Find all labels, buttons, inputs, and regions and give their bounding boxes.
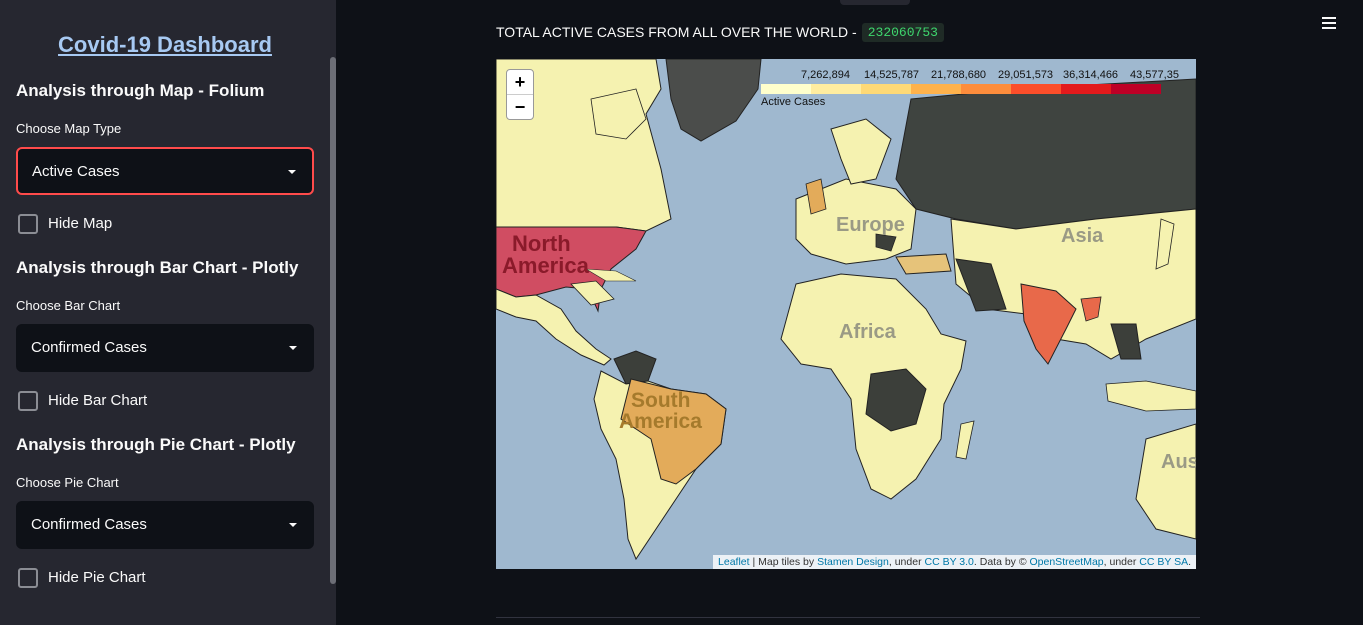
pie-chart-label: Choose Pie Chart bbox=[16, 475, 119, 490]
total-active-label: TOTAL ACTIVE CASES FROM ALL OVER THE WOR… bbox=[496, 24, 857, 40]
attribution-text: | Map tiles by bbox=[749, 556, 818, 568]
map-attribution: Leaflet | Map tiles by Stamen Design, un… bbox=[713, 555, 1196, 569]
zoom-in-button[interactable]: + bbox=[514, 72, 526, 92]
zoom-out-button[interactable]: − bbox=[507, 94, 533, 119]
map-section-heading: Analysis through Map - Folium bbox=[16, 81, 265, 100]
cc-by-link[interactable]: CC BY 3.0 bbox=[924, 556, 974, 568]
hide-bar-chart-label: Hide Bar Chart bbox=[48, 392, 148, 409]
legend-tick: 43,577,35 bbox=[1130, 69, 1179, 81]
map-legend: 7,262,894 14,525,787 21,788,680 29,051,5… bbox=[761, 69, 1191, 111]
attribution-text: . Data by © bbox=[973, 556, 1030, 568]
pie-section-heading: Analysis through Pie Chart - Plotly bbox=[16, 435, 296, 454]
legend-color-swatch bbox=[761, 84, 811, 94]
cc-by-sa-link[interactable]: CC BY SA bbox=[1139, 556, 1189, 568]
checkbox-icon bbox=[18, 391, 38, 411]
sidebar: Covid-19 Dashboard Analysis through Map … bbox=[0, 0, 336, 625]
legend-ticks: 7,262,894 14,525,787 21,788,680 29,051,5… bbox=[801, 69, 1191, 83]
hamburger-menu-icon[interactable] bbox=[1322, 17, 1336, 29]
bar-section-heading: Analysis through Bar Chart - Plotly bbox=[16, 258, 299, 277]
total-active-cases: TOTAL ACTIVE CASES FROM ALL OVER THE WOR… bbox=[496, 22, 944, 42]
openstreetmap-link[interactable]: OpenStreetMap bbox=[1029, 556, 1104, 568]
legend-color-swatch bbox=[1011, 84, 1061, 94]
pie-chart-value: Confirmed Cases bbox=[31, 516, 147, 533]
bar-chart-select[interactable]: Confirmed Cases bbox=[16, 324, 314, 372]
legend-color-swatch bbox=[1111, 84, 1161, 94]
sidebar-scrollbar[interactable] bbox=[330, 57, 336, 584]
map-type-value: Active Cases bbox=[32, 163, 120, 180]
attribution-text: , under bbox=[888, 556, 925, 568]
checkbox-icon bbox=[18, 214, 38, 234]
leaflet-link[interactable]: Leaflet bbox=[718, 556, 750, 568]
top-toolbar-stub bbox=[840, 0, 910, 5]
europe-label: Europe bbox=[836, 214, 905, 236]
map-type-select[interactable]: Active Cases bbox=[16, 147, 314, 195]
legend-caption: Active Cases bbox=[761, 96, 826, 108]
legend-color-swatch bbox=[811, 84, 861, 94]
legend-tick: 7,262,894 bbox=[801, 69, 850, 81]
australia-label: Aus bbox=[1161, 451, 1196, 473]
legend-tick: 29,051,573 bbox=[998, 69, 1054, 81]
chevron-down-icon bbox=[289, 523, 297, 527]
south-america-label-2: America bbox=[619, 410, 702, 433]
choropleth-map[interactable]: North America South America Europe Afric… bbox=[496, 59, 1196, 569]
hide-pie-chart-label: Hide Pie Chart bbox=[48, 569, 146, 586]
divider bbox=[496, 617, 1200, 618]
pie-chart-select[interactable]: Confirmed Cases bbox=[16, 501, 314, 549]
legend-color-swatch bbox=[911, 84, 961, 94]
africa-label: Africa bbox=[839, 321, 896, 343]
map-tiles bbox=[496, 59, 1196, 569]
attribution-text: . bbox=[1188, 556, 1191, 568]
attribution-text: , under bbox=[1103, 556, 1140, 568]
south-america-label: South bbox=[631, 389, 691, 412]
legend-color-swatch bbox=[961, 84, 1011, 94]
legend-color-bar bbox=[761, 84, 1161, 94]
hide-map-label: Hide Map bbox=[48, 215, 113, 232]
dashboard-title[interactable]: Covid-19 Dashboard bbox=[58, 32, 272, 57]
bar-chart-value: Confirmed Cases bbox=[31, 339, 147, 356]
north-america-label: North bbox=[512, 231, 571, 256]
zoom-control: + − bbox=[506, 69, 534, 120]
stamen-link[interactable]: Stamen Design bbox=[817, 556, 889, 568]
total-active-value: 232060753 bbox=[861, 22, 944, 42]
legend-color-swatch bbox=[861, 84, 911, 94]
bar-chart-label: Choose Bar Chart bbox=[16, 298, 121, 313]
legend-color-swatch bbox=[1061, 84, 1111, 94]
asia-label: Asia bbox=[1061, 225, 1104, 247]
chevron-down-icon bbox=[289, 346, 297, 350]
checkbox-icon bbox=[18, 568, 38, 588]
legend-tick: 21,788,680 bbox=[931, 69, 987, 81]
legend-tick: 36,314,466 bbox=[1063, 69, 1119, 81]
north-america-label-2: America bbox=[502, 253, 589, 278]
chevron-down-icon bbox=[288, 170, 296, 174]
legend-tick: 14,525,787 bbox=[864, 69, 920, 81]
map-type-label: Choose Map Type bbox=[16, 121, 122, 136]
